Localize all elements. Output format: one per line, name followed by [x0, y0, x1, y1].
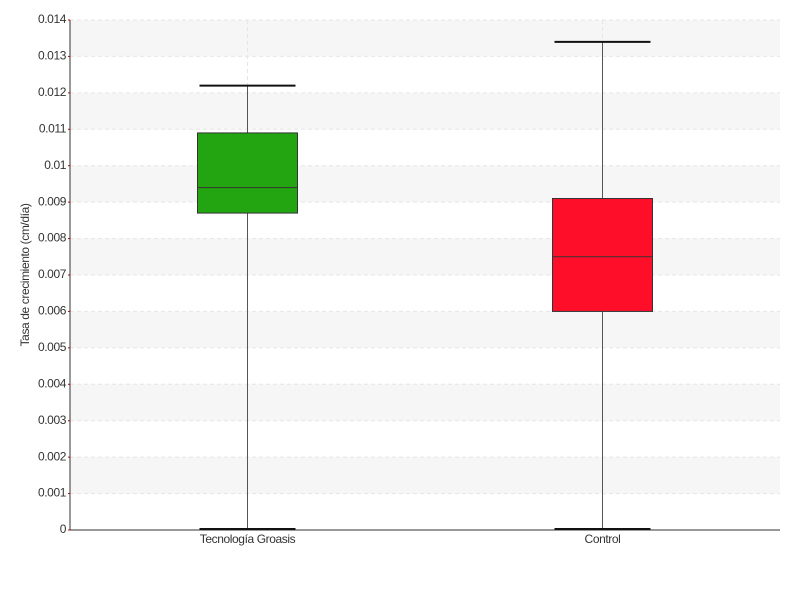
- grid-band: [70, 238, 780, 275]
- y-tick-label: 0.003: [38, 413, 67, 427]
- y-tick-label: 0.001: [38, 486, 67, 500]
- grid-band: [70, 92, 780, 130]
- y-tick-label: 0.014: [38, 12, 67, 26]
- y-tick-label: 0.01: [44, 158, 66, 172]
- y-axis-label: Tasa de crecimiento (cm/día): [18, 203, 32, 346]
- box: [197, 132, 298, 214]
- y-tick-label: 0.009: [38, 194, 67, 208]
- y-tick-label: 0.002: [38, 449, 67, 463]
- y-tick-label: 0: [60, 522, 67, 536]
- box: [552, 198, 653, 312]
- grid-band: [70, 165, 780, 203]
- x-tick-label: Control: [585, 532, 621, 546]
- y-tick-label: 0.013: [38, 49, 67, 63]
- y-tick-label: 0.012: [38, 85, 67, 99]
- y-tick-label: 0.008: [38, 231, 67, 245]
- y-tick-label: 0.004: [38, 376, 67, 390]
- grid-band: [70, 311, 780, 348]
- grid-band: [70, 384, 780, 421]
- y-tick-label: 0.007: [38, 267, 67, 281]
- grid-band: [70, 20, 780, 57]
- grid-band: [70, 457, 780, 494]
- x-tick-label: Tecnología Groasis: [200, 532, 296, 546]
- y-tick-label: 0.011: [39, 121, 67, 135]
- y-tick-label: 0.005: [38, 340, 67, 354]
- background-bands: [70, 20, 780, 494]
- y-tick-label: 0.006: [38, 304, 67, 318]
